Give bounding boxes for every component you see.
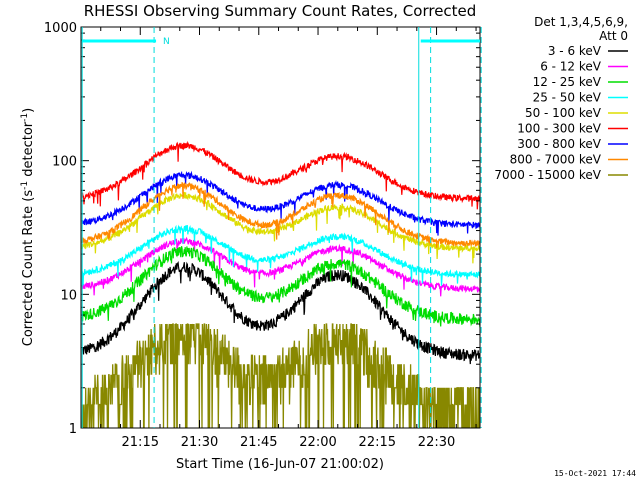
legend-label-4: 50 - 100 keV (525, 106, 602, 120)
x-axis-label: Start Time (16-Jun-07 21:00:02) (176, 457, 384, 472)
x-tick-label-1: 21:30 (181, 435, 218, 450)
x-tick-label-3: 22:00 (299, 435, 336, 450)
legend-header-attenuator: Att 0 (599, 29, 628, 43)
x-tick-label-2: 21:45 (240, 435, 277, 450)
series-line-0 (82, 260, 480, 365)
series-line-8 (81, 323, 480, 428)
y-axis-label: Corrected Count Rate (s-1 detector-1) (20, 108, 36, 346)
legend-label-5: 100 - 300 keV (517, 122, 601, 136)
night-marker-label: N (163, 37, 170, 47)
legend-label-7: 800 - 7000 keV (510, 153, 602, 167)
y-tick-label-2: 100 (52, 155, 77, 170)
series-line-5 (81, 140, 480, 210)
legend-label-0: 3 - 6 keV (548, 44, 602, 58)
legend-label-2: 12 - 25 keV (533, 75, 602, 89)
series-line-2 (81, 246, 480, 328)
plot-area (81, 140, 480, 428)
chart-title: RHESSI Observing Summary Count Rates, Co… (84, 2, 477, 20)
y-tick-label-1: 10 (60, 288, 77, 303)
footer-timestamp: 15-Oct-2021 17:44 (554, 469, 636, 478)
legend-header-detectors: Det 1,3,4,5,6,9, (534, 15, 628, 29)
y-tick-label-3: 1000 (44, 21, 77, 36)
legend-label-3: 25 - 50 keV (533, 91, 602, 105)
series-line-3 (81, 224, 480, 286)
x-tick-label-4: 22:15 (359, 435, 396, 450)
series-line-1 (81, 236, 480, 297)
axes: 1 10 100 1000 21:15 21:30 21:45 22:00 22:15 22:30 (44, 21, 481, 450)
legend-label-6: 300 - 800 keV (517, 137, 601, 151)
legend-label-8: 7000 - 15000 keV (494, 168, 601, 182)
legend: Det 1,3,4,5,6,9, Att 0 3 - 6 keV 6 - 12 k… (494, 15, 628, 182)
plot-frame (80, 26, 481, 429)
series-line-4 (81, 191, 480, 264)
y-tick-label-0: 1 (69, 422, 77, 437)
x-tick-label-5: 22:30 (418, 435, 455, 450)
series-line-7 (81, 181, 480, 248)
legend-label-1: 6 - 12 keV (540, 60, 602, 74)
x-tick-label-0: 21:15 (122, 435, 159, 450)
